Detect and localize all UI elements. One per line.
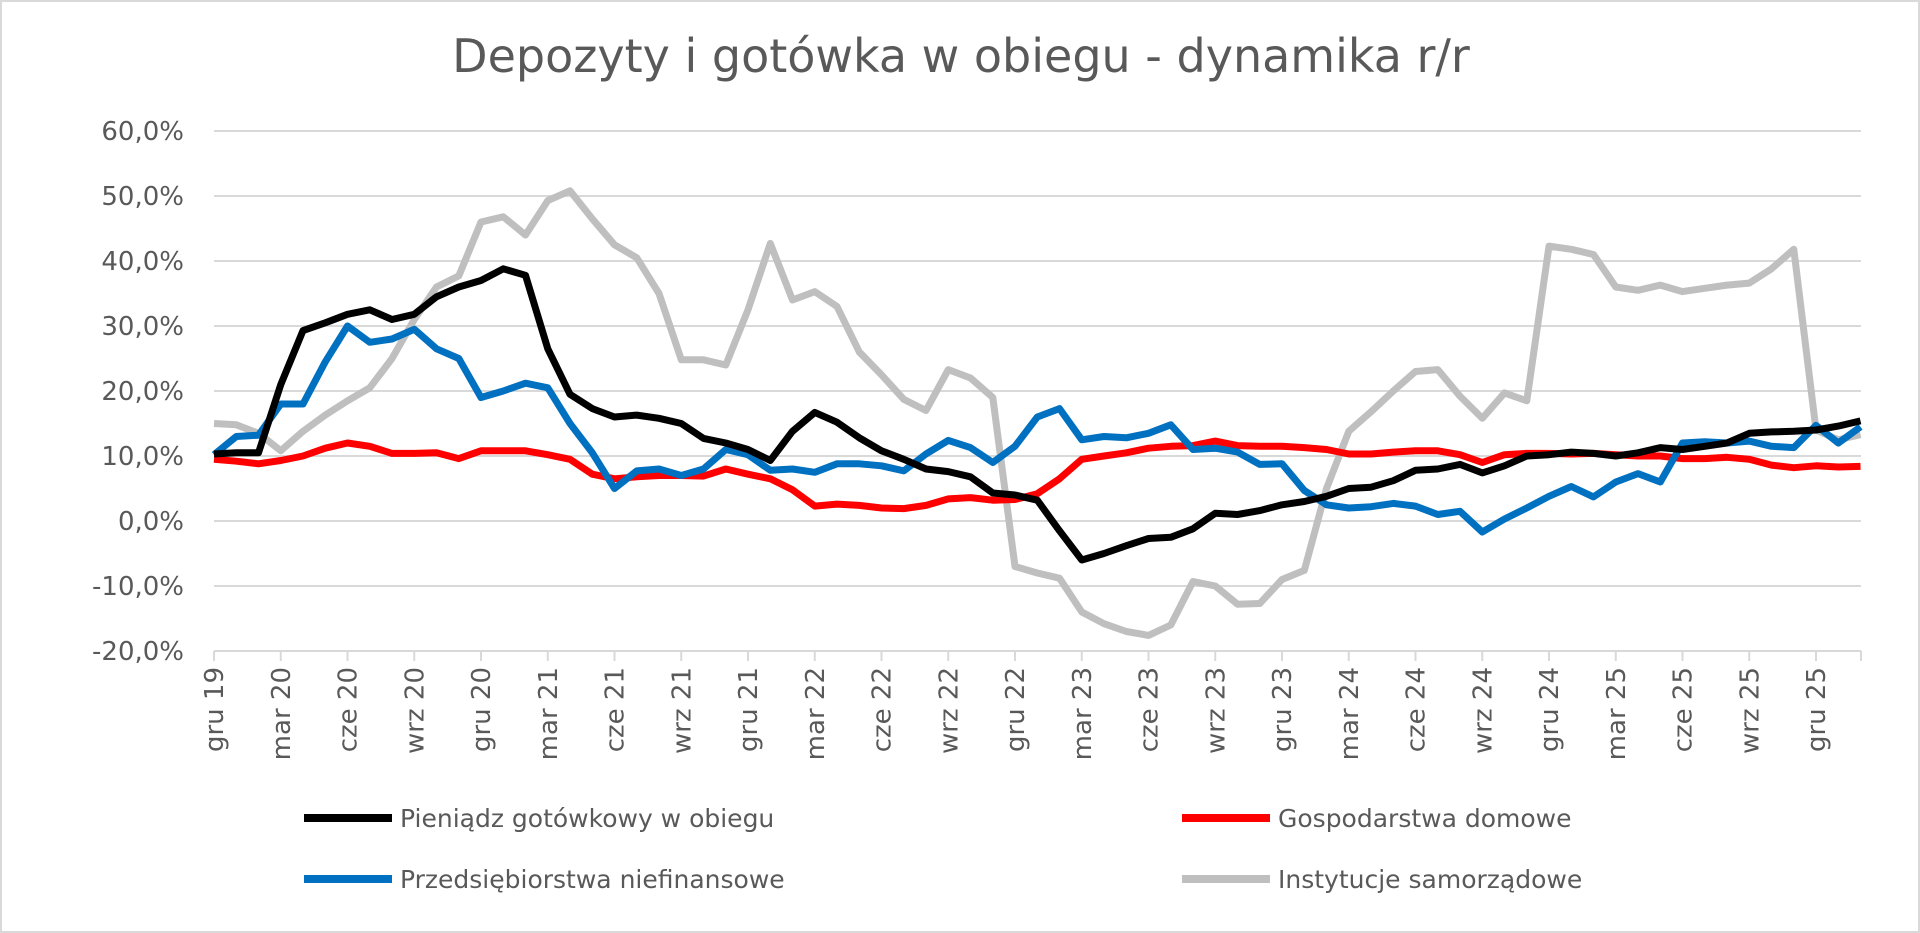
x-tick-label: gru 24 — [1535, 667, 1565, 752]
y-axis: 60,0% 50,0% 40,0% 30,0% 20,0% 10,0% 0,0% -10,0%… — [92, 117, 184, 667]
x-tick-label: mar 25 — [1602, 667, 1632, 760]
y-tick-label: 40,0% — [101, 247, 184, 277]
series-line-3 — [213, 187, 1862, 639]
x-tick-label: wrz 25 — [1735, 667, 1765, 754]
x-tick-label: gru 19 — [200, 667, 230, 752]
x-tick-label: cze 21 — [601, 667, 631, 752]
x-tick-label: mar 22 — [801, 667, 831, 760]
x-tick-label: wrz 23 — [1201, 667, 1231, 754]
chart-title: Depozyty i gotówka w obiegu - dynamika r… — [452, 29, 1470, 83]
y-tick-label: 0,0% — [118, 507, 184, 537]
x-tick-label: cze 23 — [1135, 667, 1165, 752]
x-tick-label: wrz 20 — [400, 667, 430, 754]
y-tick-label: 20,0% — [101, 377, 184, 407]
y-tick-label: 10,0% — [101, 442, 184, 472]
y-tick-label: 30,0% — [101, 312, 184, 342]
series-lines — [211, 187, 1863, 639]
gridlines — [214, 130, 1861, 652]
y-tick-label: -10,0% — [92, 572, 184, 602]
series-line-2 — [211, 322, 1863, 536]
x-tick-label: gru 21 — [734, 667, 764, 752]
x-tick-label: cze 25 — [1669, 667, 1699, 752]
series-line-0 — [213, 265, 1862, 564]
legend: Pieniądz gotówkowy w obiegu Gospodarstwa … — [304, 804, 1582, 894]
y-tick-label: 50,0% — [101, 182, 184, 212]
legend-label: Pieniądz gotówkowy w obiegu — [400, 804, 774, 833]
x-tick-label: wrz 24 — [1468, 667, 1498, 754]
x-tick-label: mar 20 — [267, 667, 297, 760]
x-tick-label: gru 25 — [1802, 667, 1832, 752]
x-tick-label: mar 24 — [1335, 667, 1365, 760]
x-tick-label: wrz 22 — [934, 667, 964, 754]
legend-label: Instytucje samorządowe — [1278, 865, 1582, 894]
x-axis: gru 19 mar 20 cze 20 wrz 20 gru 20 mar 21 cze … — [200, 651, 1862, 760]
x-tick-label: cze 20 — [334, 667, 364, 752]
x-tick-label: cze 22 — [868, 667, 898, 752]
x-tick-label: mar 23 — [1068, 667, 1098, 760]
y-tick-label: 60,0% — [101, 117, 184, 147]
x-tick-label: cze 24 — [1402, 667, 1432, 752]
legend-label: Przedsiębiorstwa niefinansowe — [400, 865, 785, 894]
x-tick-label: wrz 21 — [667, 667, 697, 754]
x-tick-label: gru 20 — [467, 667, 497, 752]
x-tick-label: gru 22 — [1001, 667, 1031, 752]
x-tick-label: mar 21 — [534, 667, 564, 760]
y-tick-label: -20,0% — [92, 637, 184, 667]
x-tick-label: gru 23 — [1268, 667, 1298, 752]
legend-label: Gospodarstwa domowe — [1278, 804, 1572, 833]
